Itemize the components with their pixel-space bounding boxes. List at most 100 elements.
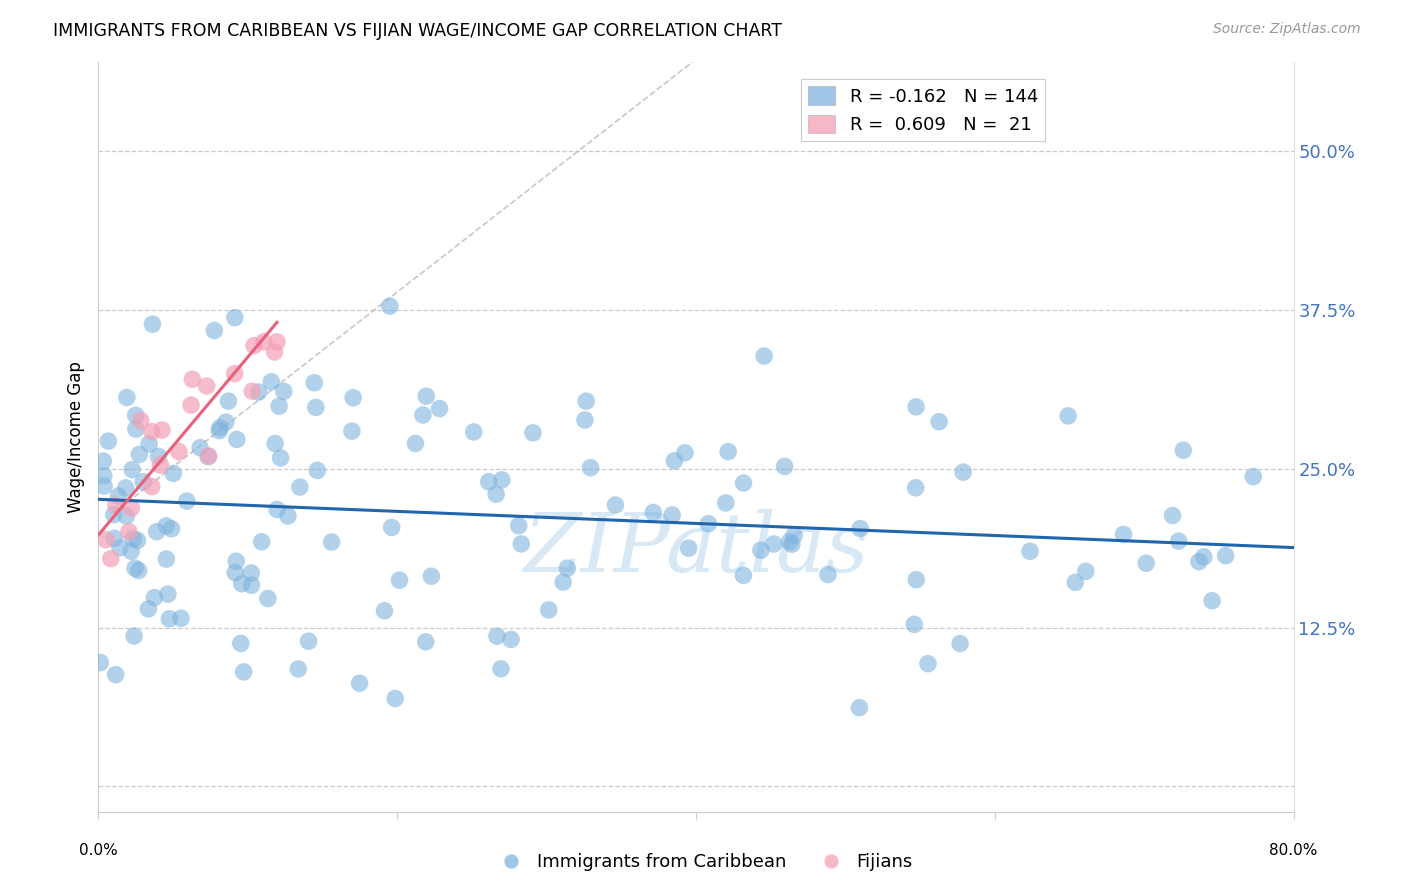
Point — [197, 449, 219, 463]
Point — [115, 509, 138, 524]
Point — [287, 662, 309, 676]
Point — [150, 423, 173, 437]
Point — [224, 310, 246, 325]
Point — [253, 334, 276, 349]
Point — [125, 422, 148, 436]
Point — [107, 489, 129, 503]
Point — [773, 459, 796, 474]
Point — [141, 425, 163, 439]
Point — [1215, 549, 1237, 563]
Point — [555, 561, 578, 575]
Point — [224, 367, 246, 381]
Point — [141, 317, 163, 331]
Point — [905, 573, 928, 587]
Point — [115, 391, 138, 405]
Point — [197, 450, 219, 464]
Point — [783, 528, 806, 542]
Point — [384, 691, 406, 706]
Point — [575, 394, 598, 409]
Point — [415, 389, 437, 403]
Point — [661, 508, 683, 522]
Point — [780, 537, 803, 551]
Point — [404, 436, 426, 450]
Point — [605, 498, 627, 512]
Point — [114, 481, 136, 495]
Text: ZIPatlas: ZIPatlas — [523, 509, 869, 590]
Point — [485, 629, 508, 643]
Point — [415, 635, 437, 649]
Point — [176, 494, 198, 508]
Point — [118, 524, 141, 539]
Point — [132, 475, 155, 489]
Point — [848, 700, 870, 714]
Point — [678, 541, 700, 556]
Point — [717, 444, 740, 458]
Point — [1161, 508, 1184, 523]
Point — [93, 454, 115, 468]
Point — [208, 420, 231, 434]
Point — [304, 376, 326, 390]
Point — [491, 473, 513, 487]
Point — [1064, 575, 1087, 590]
Point — [905, 400, 928, 414]
Point — [1057, 409, 1080, 423]
Point — [225, 554, 247, 568]
Point — [388, 573, 411, 587]
Point — [373, 604, 395, 618]
Point — [240, 566, 263, 580]
Point — [155, 519, 177, 533]
Point — [145, 524, 167, 539]
Point — [181, 372, 204, 386]
Point — [141, 480, 163, 494]
Point — [463, 425, 485, 439]
Point — [225, 433, 247, 447]
Point — [93, 468, 115, 483]
Point — [155, 552, 177, 566]
Point — [485, 487, 508, 501]
Point — [224, 566, 246, 580]
Point — [104, 498, 127, 512]
Point — [305, 401, 328, 415]
Point — [307, 463, 329, 477]
Point — [240, 384, 263, 399]
Text: Source: ZipAtlas.com: Source: ZipAtlas.com — [1213, 22, 1361, 37]
Point — [412, 408, 434, 422]
Point — [94, 533, 117, 547]
Point — [264, 436, 287, 450]
Point — [124, 561, 146, 575]
Legend: R = -0.162   N = 144, R =  0.609   N =  21: R = -0.162 N = 144, R = 0.609 N = 21 — [801, 79, 1046, 141]
Point — [1135, 556, 1157, 570]
Point — [138, 437, 160, 451]
Point — [1019, 544, 1042, 558]
Point — [240, 578, 263, 592]
Point — [342, 391, 364, 405]
Point — [260, 375, 283, 389]
Point — [553, 575, 575, 590]
Point — [93, 479, 115, 493]
Point — [378, 299, 401, 313]
Text: IMMIGRANTS FROM CARIBBEAN VS FIJIAN WAGE/INCOME GAP CORRELATION CHART: IMMIGRANTS FROM CARIBBEAN VS FIJIAN WAGE… — [53, 22, 782, 40]
Point — [733, 475, 755, 490]
Point — [104, 667, 127, 681]
Point — [108, 541, 131, 555]
Point — [122, 532, 145, 546]
Point — [928, 415, 950, 429]
Point — [180, 398, 202, 412]
Point — [1201, 593, 1223, 607]
Point — [579, 460, 602, 475]
Point — [103, 531, 125, 545]
Point — [148, 450, 170, 464]
Point — [381, 520, 404, 534]
Point — [267, 399, 290, 413]
Point — [215, 415, 238, 429]
Point — [1167, 534, 1189, 549]
Point — [349, 676, 371, 690]
Point — [263, 345, 285, 359]
Point — [127, 533, 149, 548]
Point — [120, 544, 142, 558]
Point — [904, 481, 927, 495]
Point — [257, 591, 280, 606]
Point — [762, 537, 785, 551]
Point — [138, 602, 160, 616]
Point — [247, 385, 270, 400]
